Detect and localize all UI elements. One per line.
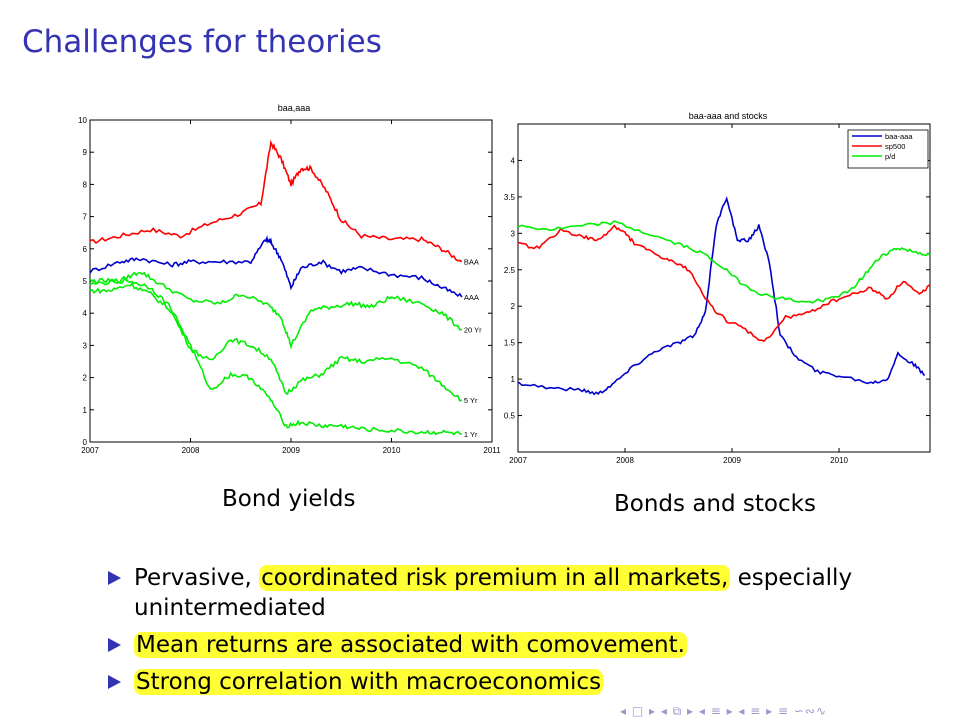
y-tick-label: 0.5 — [504, 412, 516, 421]
y-tick-label: 7 — [83, 213, 88, 222]
series-line-baa-aaa — [517, 196, 926, 396]
y-tick-label: 1 — [511, 375, 516, 384]
x-tick-label: 2010 — [383, 446, 401, 455]
y-tick-label: 2 — [511, 302, 516, 311]
series-annotation: 5 Yr — [464, 396, 478, 405]
y-tick-label: 6 — [83, 245, 88, 254]
x-tick-label: 2011 — [483, 446, 501, 455]
bullet-item: Strong correlation with macroeconomics — [108, 667, 938, 697]
y-tick-label: 10 — [78, 116, 87, 125]
bullet-list: Pervasive, coordinated risk premium in a… — [108, 563, 938, 704]
bullet-triangle-icon — [108, 571, 121, 585]
y-tick-label: 2 — [83, 374, 88, 383]
series-line-20-yr — [89, 271, 463, 350]
series-annotation: 20 Yr — [464, 325, 482, 334]
x-tick-label: 2008 — [616, 456, 634, 465]
y-tick-label: 0 — [83, 438, 88, 447]
bullet-text: Pervasive, — [134, 565, 260, 591]
x-tick-label: 2008 — [182, 446, 200, 455]
bullet-text: especially unintermediated — [134, 565, 853, 621]
beamer-navigation[interactable]: ◂ □ ▸ ◂ ⧉ ▸ ◂ ≡ ▸ ◂ ≡ ▸ ≡ ∽∾∿ — [620, 704, 828, 718]
bond-yields-chart: baa,aaa 2007 2008 2009 2010 2011 0 1 2 3 4 5 6 7 8 9 10… — [78, 103, 501, 455]
y-tick-label: 1 — [83, 406, 88, 415]
x-tick-label: 2007 — [81, 446, 99, 455]
bonds-and-stocks-chart: baa-aaa and stocks 2007 2008 2009 2010 0.5 1 1… — [504, 111, 931, 465]
y-tick-label: 8 — [83, 180, 88, 189]
slide-title: Challenges for theories — [22, 24, 382, 60]
series-annotation: BAA — [464, 258, 479, 267]
bullet-triangle-icon — [108, 675, 121, 689]
chart-title: baa-aaa and stocks — [689, 111, 768, 121]
bullet-item: Mean returns are associated with comovem… — [108, 630, 938, 660]
x-tick-label: 2009 — [282, 446, 300, 455]
legend-label: sp500 — [885, 142, 905, 151]
y-tick-label: 3 — [83, 341, 88, 350]
plot-frame — [517, 123, 931, 453]
caption-bond-yields: Bond yields — [222, 486, 356, 512]
legend-label: baa-aaa — [885, 132, 913, 141]
series-line-5-yr — [89, 282, 463, 402]
y-tick-label: 2.5 — [504, 266, 516, 275]
highlighted-text: coordinated risk premium in all markets, — [259, 565, 731, 591]
series-line-aaa — [89, 235, 463, 298]
x-tick-label: 2010 — [830, 456, 848, 465]
series-line-sp500 — [517, 224, 931, 343]
plot-frame — [89, 119, 493, 443]
y-tick-label: 3 — [511, 229, 516, 238]
y-tick-label: 4 — [511, 156, 516, 165]
chart-title: baa,aaa — [278, 103, 311, 113]
highlighted-text: Mean returns are associated with comovem… — [134, 632, 687, 658]
highlighted-text: Strong correlation with macroeconomics — [134, 669, 604, 695]
legend-label: p/d — [885, 152, 895, 161]
y-tick-label: 1.5 — [504, 339, 516, 348]
series-annotation: AAA — [464, 293, 479, 302]
x-tick-label: 2009 — [723, 456, 741, 465]
series-line-1-yr — [89, 277, 462, 436]
y-tick-label: 5 — [83, 277, 88, 286]
bullet-triangle-icon — [108, 638, 121, 652]
series-line-p-d — [517, 220, 931, 304]
bullet-item: Pervasive, coordinated risk premium in a… — [108, 563, 938, 623]
y-tick-label: 3.5 — [504, 193, 516, 202]
y-tick-label: 9 — [83, 148, 88, 157]
series-line-baa — [89, 139, 463, 263]
y-tick-label: 4 — [83, 309, 88, 318]
caption-bonds-and-stocks: Bonds and stocks — [614, 491, 816, 517]
x-tick-label: 2007 — [509, 456, 527, 465]
series-annotation: 1 Yr — [464, 430, 478, 439]
